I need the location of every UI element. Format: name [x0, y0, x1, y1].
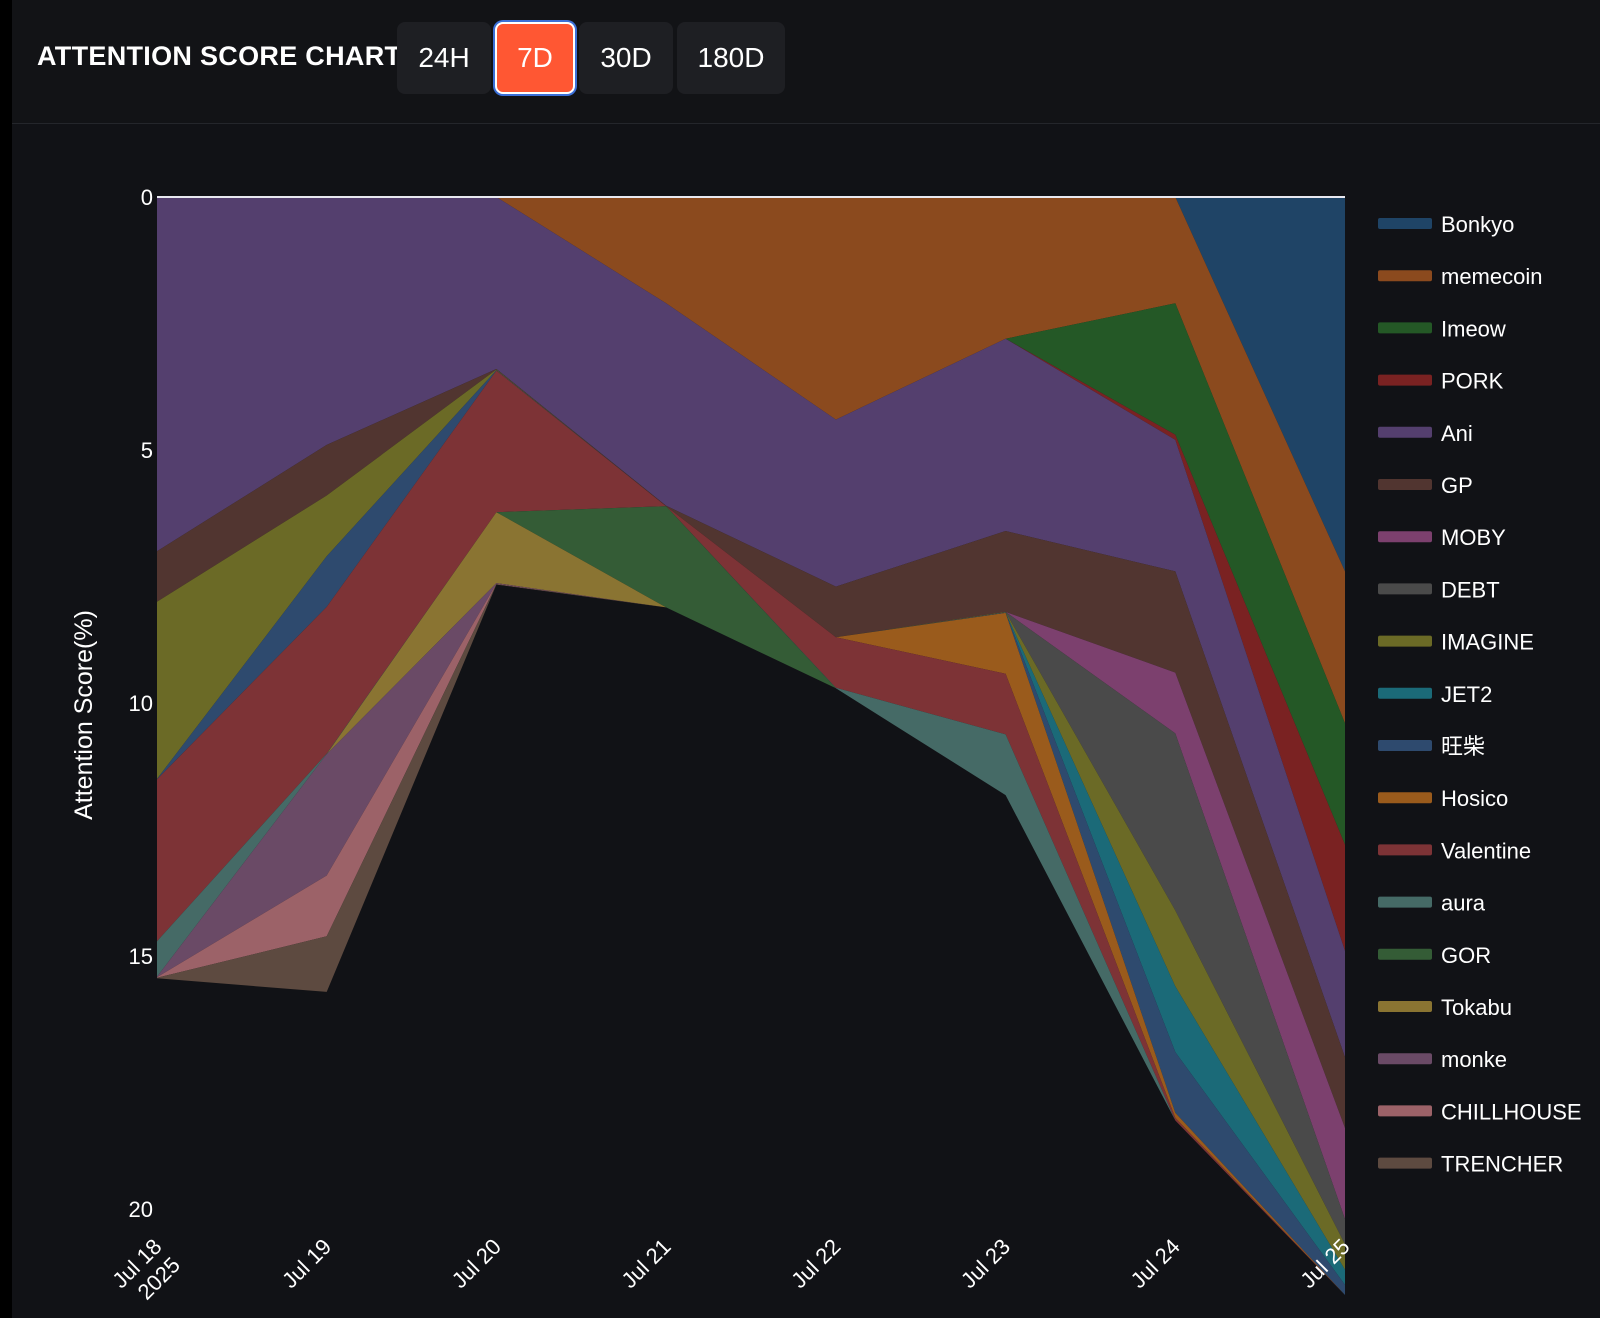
y-tick-label: 0: [141, 185, 153, 210]
y-tick-label: 20: [129, 1197, 153, 1222]
legend-item[interactable]: PORK: [1378, 369, 1504, 394]
legend-swatch: [1378, 635, 1432, 647]
legend-swatch: [1378, 1105, 1432, 1117]
legend-label: GP: [1441, 473, 1473, 498]
legend-label: JET2: [1441, 682, 1492, 707]
tab-180d[interactable]: 180D: [677, 22, 785, 94]
tab-30d[interactable]: 30D: [579, 22, 673, 94]
left-edge-strip: [0, 0, 12, 1318]
y-tick-label: 10: [129, 691, 153, 716]
legend-label: memecoin: [1441, 264, 1542, 289]
legend-swatch: [1378, 270, 1432, 282]
legend-swatch: [1378, 687, 1432, 699]
area-Ani[interactable]: [157, 197, 1345, 1058]
x-tick-label: Jul 19: [277, 1234, 336, 1293]
legend-label: MOBY: [1441, 525, 1506, 550]
legend-item[interactable]: monke: [1378, 1047, 1507, 1072]
legend-swatch: [1378, 792, 1432, 804]
legend-swatch: [1378, 374, 1432, 386]
legend-item[interactable]: JET2: [1378, 682, 1492, 707]
x-tick-label: Jul 23: [956, 1234, 1015, 1293]
area-Imeow[interactable]: [157, 197, 1345, 845]
legend-item[interactable]: Valentine: [1378, 838, 1531, 863]
legend-label: Tokabu: [1441, 995, 1512, 1020]
legend-item[interactable]: Imeow: [1378, 316, 1506, 341]
legend-swatch: [1378, 948, 1432, 960]
y-axis-label: Attention Score(%): [70, 610, 98, 820]
legend-swatch: [1378, 322, 1432, 334]
legend-swatch: [1378, 426, 1432, 438]
chart-title: ATTENTION SCORE CHART: [37, 41, 402, 71]
legend-label: Bonkyo: [1441, 212, 1514, 237]
legend-label: Ani: [1441, 421, 1473, 446]
legend-item[interactable]: IMAGINE: [1378, 630, 1534, 655]
legend-label: GOR: [1441, 943, 1491, 968]
legend-item[interactable]: GP: [1378, 473, 1473, 498]
legend-label: TRENCHER: [1441, 1152, 1563, 1177]
legend-label: Hosico: [1441, 786, 1508, 811]
legend-item[interactable]: Tokabu: [1378, 995, 1512, 1020]
y-tick-label: 5: [141, 438, 153, 463]
legend-item[interactable]: CHILLHOUSE: [1378, 1099, 1582, 1124]
chart-header: ATTENTION SCORE CHART 24H 7D 30D 180D: [12, 0, 1600, 124]
legend-label: Imeow: [1441, 316, 1506, 341]
area-IMAGINE[interactable]: [157, 369, 1345, 1270]
legend-item[interactable]: memecoin: [1378, 264, 1542, 289]
y-tick-label: 15: [129, 944, 153, 969]
tab-7d[interactable]: 7D: [495, 22, 575, 94]
legend-label: IMAGINE: [1441, 630, 1534, 655]
legend-swatch: [1378, 1053, 1432, 1065]
legend-swatch: [1378, 479, 1432, 490]
timeframe-tabs: 24H 7D 30D 180D: [397, 22, 785, 94]
legend-label: CHILLHOUSE: [1441, 1099, 1582, 1124]
legend-item[interactable]: aura: [1378, 891, 1486, 916]
legend-swatch: [1378, 531, 1432, 543]
area-Bonkyo[interactable]: [157, 197, 1345, 572]
x-tick-label: Jul 22: [786, 1234, 845, 1293]
area-GP[interactable]: [157, 369, 1345, 1128]
legend-swatch: [1378, 583, 1432, 595]
legend-swatch: [1378, 1157, 1432, 1169]
legend-label: PORK: [1441, 369, 1504, 394]
y-axis: 0 5 10 15 20: [129, 185, 153, 1222]
legend-swatch: [1378, 844, 1432, 856]
legend-item[interactable]: DEBT: [1378, 577, 1500, 602]
legend-label: 旺柴: [1441, 734, 1485, 759]
legend-swatch: [1378, 1001, 1432, 1012]
legend-item[interactable]: Hosico: [1378, 786, 1508, 811]
legend-swatch: [1378, 740, 1432, 751]
x-tick-label: Jul 21: [616, 1234, 675, 1293]
x-tick-label: Jul 20: [447, 1234, 506, 1293]
area-layers: [157, 197, 1345, 1296]
legend: Bonkyo memecoin Imeow PORK Ani GP MOBY DEBT IMAG…: [1378, 212, 1582, 1177]
legend-swatch: [1378, 896, 1432, 908]
legend-label: aura: [1441, 891, 1486, 916]
legend-label: Valentine: [1441, 838, 1531, 863]
legend-item[interactable]: 旺柴: [1378, 734, 1485, 759]
x-axis: Jul 182025 Jul 19 Jul 20 Jul 21 Jul 22 Jul 23…: [107, 1234, 1354, 1312]
legend-swatch: [1378, 218, 1432, 229]
tab-24h[interactable]: 24H: [397, 22, 491, 94]
x-tick-label: Jul 182025: [107, 1234, 185, 1312]
legend-item[interactable]: Bonkyo: [1378, 212, 1514, 237]
legend-item[interactable]: TRENCHER: [1378, 1152, 1563, 1177]
area-memecoin[interactable]: [157, 197, 1345, 724]
legend-item[interactable]: GOR: [1378, 943, 1491, 968]
legend-label: DEBT: [1441, 577, 1500, 602]
legend-item[interactable]: MOBY: [1378, 525, 1506, 550]
x-tick-label: Jul 24: [1126, 1234, 1185, 1293]
legend-label: monke: [1441, 1047, 1507, 1072]
legend-item[interactable]: Ani: [1378, 421, 1473, 446]
